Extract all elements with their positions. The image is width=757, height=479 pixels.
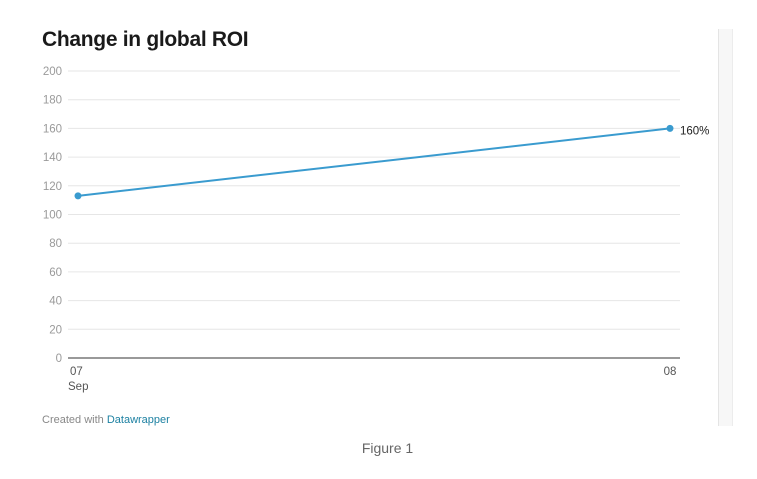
datawrapper-link[interactable]: Datawrapper	[106, 414, 170, 426]
y-tick-label: 200	[43, 66, 62, 78]
gridlines	[68, 70, 680, 330]
data-label: 160%	[680, 125, 709, 137]
y-tick-label: 60	[49, 267, 62, 279]
y-tick-label: 20	[49, 324, 62, 336]
figure-caption: Figure 1	[361, 440, 414, 456]
side-scrollbar[interactable]	[718, 29, 733, 426]
x-tick-label: 08	[664, 366, 677, 378]
x-tick-label: 07	[70, 366, 83, 378]
credit-line: Created with Datawrapper	[42, 414, 170, 426]
y-tick-label: 0	[56, 353, 62, 365]
data-point	[666, 124, 674, 132]
y-tick-label: 160	[43, 123, 62, 135]
chart-title: Change in global ROI	[42, 28, 249, 51]
series-layer: 160%	[74, 124, 709, 200]
y-tick-label: 140	[43, 152, 62, 164]
y-tick-label: 100	[43, 210, 62, 222]
credit-prefix: Created with	[42, 414, 104, 426]
series-line	[77, 127, 671, 197]
y-axis-ticks: 0 20 40 60 80 100 120 140 160 180 200	[43, 66, 62, 365]
y-tick-label: 40	[49, 296, 62, 308]
y-tick-label: 120	[43, 181, 62, 193]
y-tick-label: 180	[43, 95, 62, 107]
y-tick-label: 80	[49, 238, 62, 250]
x-axis: 07 Sep 08	[68, 357, 680, 393]
line-chart: 0 20 40 60 80 100 120 140 160 180 200 07 Sep 08 160%	[43, 66, 710, 393]
data-point	[74, 192, 82, 200]
x-tick-sublabel: Sep	[68, 381, 88, 393]
